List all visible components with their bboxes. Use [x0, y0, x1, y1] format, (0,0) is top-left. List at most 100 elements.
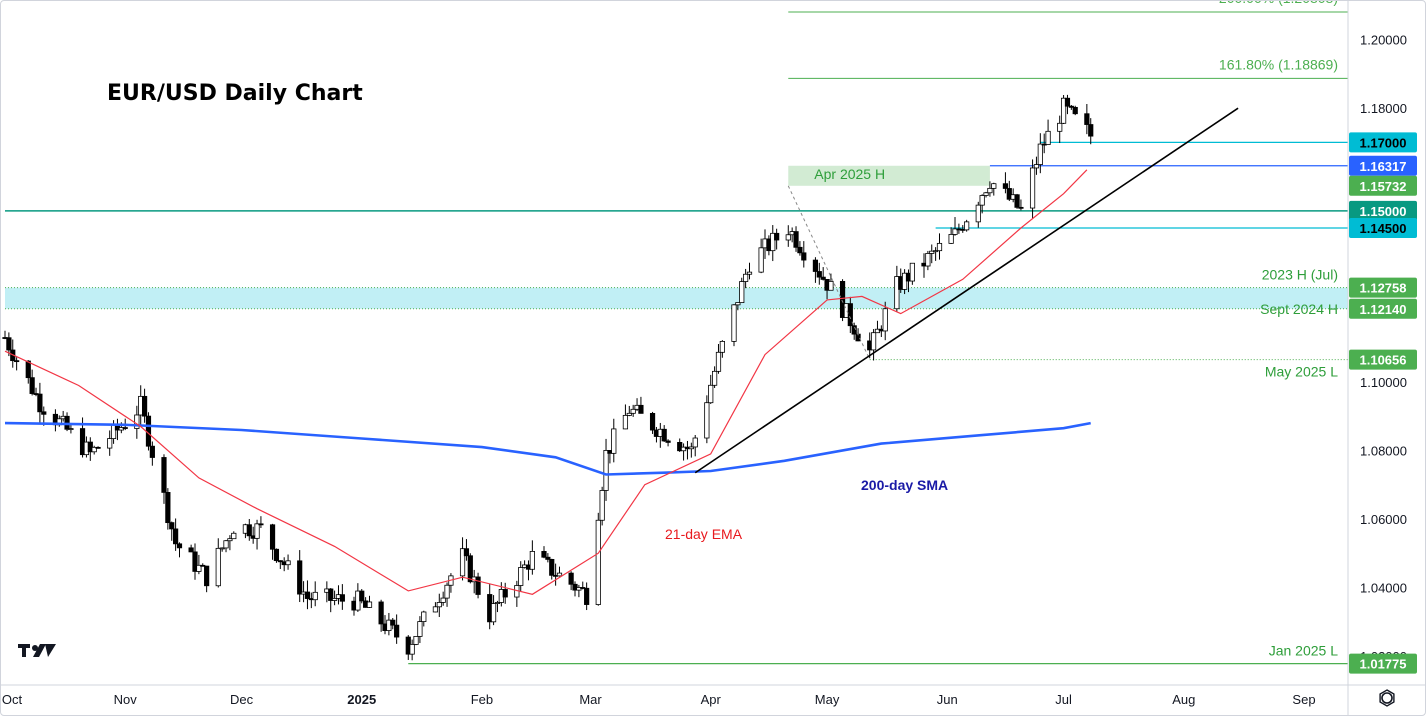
- candle: [107, 430, 113, 456]
- candle-body: [231, 532, 237, 540]
- candle-body: [801, 252, 807, 261]
- candle: [739, 277, 745, 303]
- candle-body: [677, 442, 683, 452]
- candle: [502, 582, 508, 604]
- candle: [285, 554, 291, 570]
- tradingview-logo-icon[interactable]: [18, 644, 56, 657]
- candle-body: [6, 337, 12, 351]
- candle: [774, 228, 780, 250]
- zones-layer: [5, 165, 1348, 310]
- candle-body: [556, 572, 563, 577]
- candle: [413, 635, 419, 646]
- candle: [894, 265, 900, 312]
- candle-body: [432, 606, 439, 613]
- candle-body: [847, 303, 853, 327]
- candle-body: [312, 591, 318, 601]
- candle-body: [909, 262, 915, 282]
- candle: [925, 250, 931, 271]
- candle: [549, 558, 555, 580]
- candle: [37, 382, 43, 424]
- candle: [87, 437, 93, 461]
- candle: [948, 227, 954, 244]
- candle: [25, 360, 31, 384]
- candle-body: [421, 611, 427, 622]
- candle: [545, 553, 551, 563]
- candle-body: [715, 351, 722, 372]
- candle: [1002, 172, 1009, 194]
- candle: [91, 445, 97, 455]
- candle: [297, 550, 303, 603]
- candle: [331, 590, 338, 606]
- candle: [254, 519, 260, 550]
- candle: [459, 537, 466, 581]
- candle: [1060, 95, 1067, 124]
- candle-body: [444, 584, 450, 599]
- candle-body: [731, 304, 737, 342]
- candle-body: [95, 446, 101, 449]
- price-badge: [1349, 200, 1417, 221]
- candle: [933, 247, 939, 261]
- candle: [820, 267, 826, 281]
- candle-body: [29, 377, 35, 394]
- settings-icon[interactable]: [1379, 689, 1395, 707]
- candle-body: [774, 232, 780, 241]
- candle: [758, 238, 764, 274]
- price-badge: [1349, 132, 1417, 153]
- candle: [812, 257, 819, 283]
- candle: [603, 438, 609, 501]
- candle: [1045, 119, 1051, 145]
- candle-body: [390, 619, 396, 626]
- candle-body: [25, 360, 31, 379]
- candle: [847, 296, 853, 334]
- fib-label: 161.80% (1.18869): [1219, 56, 1338, 72]
- candle-body: [192, 551, 198, 572]
- candle: [964, 219, 970, 232]
- candle: [692, 435, 698, 457]
- candle-body: [894, 276, 900, 310]
- candle-body: [925, 253, 931, 267]
- zone-label: Apr 2025 H: [814, 166, 885, 182]
- candle: [735, 302, 741, 311]
- candle-body: [964, 221, 970, 231]
- candle-body: [68, 428, 74, 430]
- candle-body: [584, 587, 590, 605]
- candle-body: [107, 438, 113, 449]
- candle: [746, 262, 753, 280]
- candle-body: [149, 445, 155, 458]
- candle: [983, 191, 989, 198]
- candle-body: [1033, 164, 1040, 169]
- candle: [1084, 104, 1090, 135]
- candle-body: [816, 271, 822, 278]
- candle: [1033, 156, 1040, 175]
- candle-body: [665, 440, 671, 443]
- zone-1: [5, 287, 1348, 309]
- candle: [630, 404, 636, 417]
- candle-body: [708, 384, 714, 404]
- candle: [269, 523, 276, 560]
- candle: [556, 566, 563, 577]
- candle-body: [929, 250, 935, 254]
- candle-body: [735, 302, 741, 306]
- candle: [440, 591, 446, 606]
- candle-body: [79, 428, 86, 456]
- level-label: Jan 2025 L: [1269, 643, 1338, 659]
- candle: [312, 581, 318, 607]
- x-tick-label: Dec: [230, 692, 254, 707]
- labels-layer: Apr 2025 H 200.00% (1.20808) 161.80% (1.18…: [665, 1, 1338, 659]
- candle: [494, 600, 501, 613]
- candle-body: [882, 308, 888, 332]
- candle-body: [258, 523, 264, 526]
- candle-body: [122, 427, 128, 429]
- candle: [743, 268, 749, 289]
- price-badge-text: 1.17000: [1360, 135, 1407, 150]
- candle: [196, 554, 202, 575]
- candle-body: [297, 560, 303, 595]
- swing-dashed-line: [787, 185, 871, 360]
- candle: [1029, 159, 1036, 219]
- x-tick-label: Sep: [1292, 692, 1315, 707]
- candle: [444, 582, 450, 607]
- x-tick-label: Jul: [1055, 692, 1072, 707]
- candle-body: [661, 428, 667, 442]
- candle: [611, 418, 617, 463]
